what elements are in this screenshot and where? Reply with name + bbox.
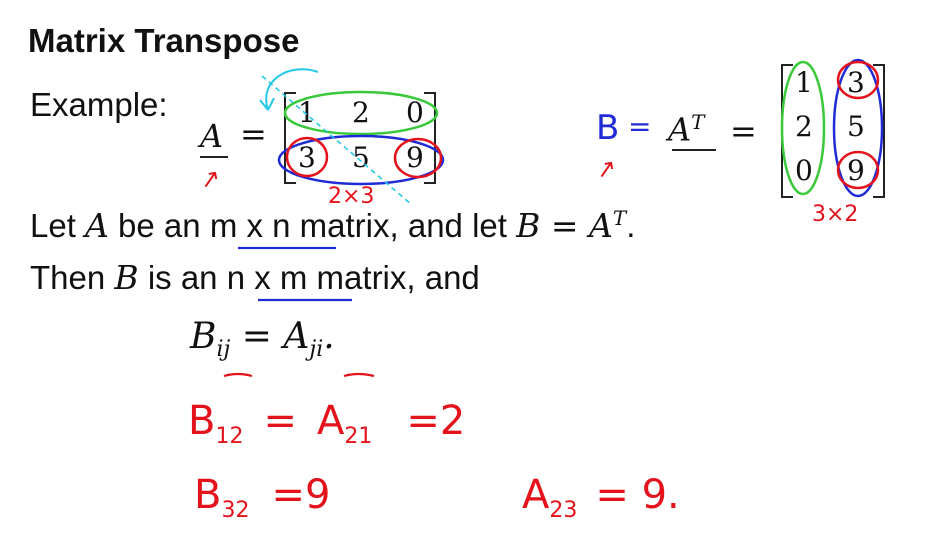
dim-label-a: 2×3: [328, 184, 375, 209]
matrix-b-right-bracket: [873, 64, 885, 198]
underline-ij: [223, 372, 253, 378]
arrow-head: [259, 97, 275, 111]
transpose-expr: AT: [668, 110, 705, 149]
handwritten-b-name: B: [596, 108, 620, 148]
definition-line-2: Then B is an n x m matrix, and: [30, 258, 480, 297]
matrix-a-right-bracket: [424, 92, 436, 184]
matrix-b-cell: 9: [847, 154, 865, 187]
matrix-a-left-bracket: [284, 92, 296, 184]
handwritten-b-equals: =: [628, 110, 652, 143]
col1-highlight: [780, 60, 826, 196]
example-eq-3: A23 = 9.: [522, 472, 680, 523]
row1-highlight: [283, 90, 439, 136]
example-label: Example:: [30, 86, 168, 123]
matrix-a-cell: 9: [406, 141, 424, 174]
dims-nxm: n x m: [226, 259, 308, 296]
slide-title: Matrix Transpose: [28, 22, 300, 59]
matrix-a-cell: 1: [298, 96, 316, 129]
diagonal-line: [261, 75, 413, 206]
matrix-b-cell: 5: [847, 110, 865, 143]
col2-highlight: [832, 58, 884, 198]
matrix-a-cell: 2: [352, 96, 370, 129]
transpose-formula: Bij = Aji.: [190, 316, 335, 363]
underline-ji: [343, 372, 375, 378]
matrix-b-cell: 1: [795, 66, 813, 99]
matrix-a-cell: 0: [406, 96, 424, 129]
example-eq-2: B32 =9: [194, 472, 331, 523]
matrix-a-equals: =: [240, 115, 267, 153]
swap-arrow-icon: [265, 68, 319, 111]
cell-circle: [393, 137, 443, 179]
cell-circle: [836, 150, 880, 190]
matrix-b-cell: 0: [795, 154, 813, 187]
row2-highlight: [277, 134, 445, 186]
matrix-b-cell: 2: [795, 110, 813, 143]
example-eq-1: B12 = A21 =2: [188, 398, 466, 449]
dim-label-b: 3×2: [812, 202, 859, 227]
definition-line-1: Let A be an m x n matrix, and let B = AT…: [30, 206, 636, 245]
matrix-a-name: A: [200, 117, 224, 155]
dims-mxn: m x n: [209, 207, 291, 244]
matrix-b-cell: 3: [847, 66, 865, 99]
cell-circle: [285, 136, 329, 178]
cell-circle: [836, 60, 880, 100]
matrix-b-equals: =: [730, 112, 757, 150]
matrix-a-cell: 3: [298, 141, 316, 174]
